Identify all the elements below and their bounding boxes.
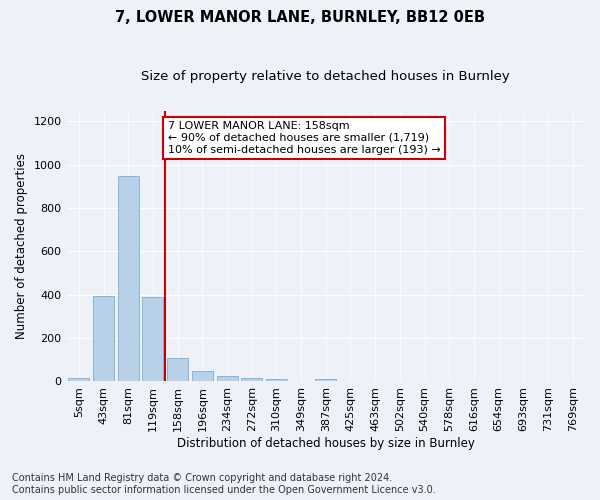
Text: 7, LOWER MANOR LANE, BURNLEY, BB12 0EB: 7, LOWER MANOR LANE, BURNLEY, BB12 0EB: [115, 10, 485, 25]
Bar: [241, 378, 262, 382]
Title: Size of property relative to detached houses in Burnley: Size of property relative to detached ho…: [142, 70, 510, 83]
Bar: [93, 296, 114, 382]
Bar: [68, 378, 89, 382]
Text: 7 LOWER MANOR LANE: 158sqm
← 90% of detached houses are smaller (1,719)
10% of s: 7 LOWER MANOR LANE: 158sqm ← 90% of deta…: [168, 122, 440, 154]
Bar: [217, 376, 238, 382]
Bar: [167, 358, 188, 382]
Bar: [142, 297, 163, 382]
X-axis label: Distribution of detached houses by size in Burnley: Distribution of detached houses by size …: [177, 437, 475, 450]
Bar: [192, 370, 213, 382]
Bar: [315, 380, 336, 382]
Y-axis label: Number of detached properties: Number of detached properties: [15, 153, 28, 339]
Bar: [118, 176, 139, 382]
Bar: [266, 380, 287, 382]
Text: Contains HM Land Registry data © Crown copyright and database right 2024.
Contai: Contains HM Land Registry data © Crown c…: [12, 474, 436, 495]
